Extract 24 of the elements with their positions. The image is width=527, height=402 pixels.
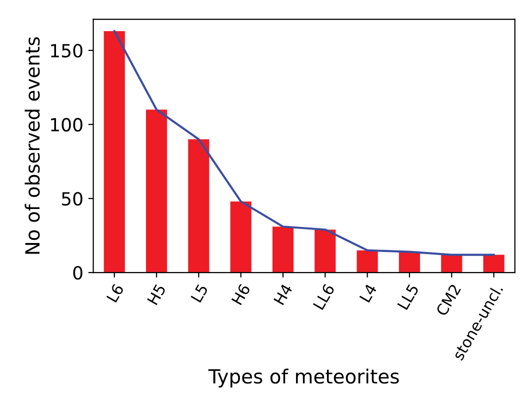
x-tick-label: L6: [106, 283, 124, 303]
bar: [314, 230, 336, 273]
bar: [104, 31, 125, 273]
line-series: [113, 30, 495, 256]
x-tick-label: H4: [274, 283, 293, 306]
bar: [398, 252, 420, 273]
x-axis-title: Types of meteorites: [208, 368, 399, 388]
bar: [230, 201, 252, 273]
bar: [483, 254, 504, 273]
y-tick-label: 50: [62, 192, 82, 206]
x-tick-label: L4: [359, 283, 377, 303]
bar: [146, 110, 168, 273]
x-tick-label: H5: [147, 284, 166, 306]
bar: [441, 254, 462, 273]
x-tick-label: LL5: [397, 284, 420, 310]
bar: [188, 139, 210, 273]
y-tick-label: 0: [73, 266, 82, 280]
y-tick-label: 100: [51, 118, 82, 132]
y-tick-label: 150: [51, 44, 82, 58]
bar: [356, 250, 378, 273]
bar: [272, 226, 294, 273]
x-tick-label: L5: [190, 284, 208, 303]
y-axis-title: No of observed events: [24, 37, 40, 254]
x-tick-label: H6: [231, 283, 251, 306]
